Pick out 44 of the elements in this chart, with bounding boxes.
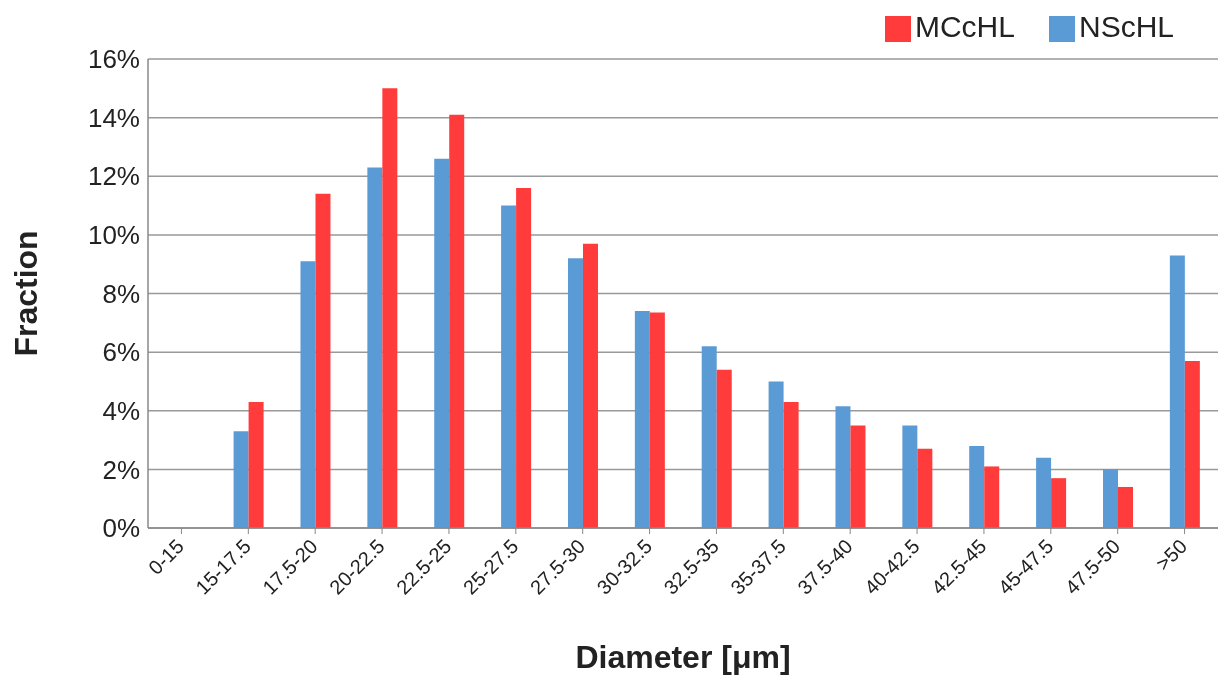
x-tick-label: >50 (1151, 535, 1192, 575)
bar (783, 401, 799, 528)
y-axis-title: Fraction (8, 230, 45, 357)
bar (449, 114, 465, 528)
bar (835, 406, 851, 528)
bar (382, 88, 398, 528)
bar (634, 311, 650, 528)
bar (768, 381, 784, 528)
y-tick-label: 0% (102, 513, 140, 544)
legend-label: NScHL (1078, 10, 1174, 43)
y-tick-label: 12% (87, 161, 140, 192)
y-tick-label: 2% (102, 454, 140, 485)
y-tick-label: 16% (87, 44, 140, 75)
bar (367, 167, 383, 528)
bar (434, 158, 450, 528)
x-axis-title: Diameter [μm] (575, 639, 791, 675)
y-tick-label: 14% (87, 102, 140, 133)
bar (516, 187, 532, 528)
y-tick-label: 4% (102, 395, 140, 426)
bar (984, 466, 1000, 528)
legend-label: MCcHL (914, 10, 1015, 43)
bar (315, 193, 331, 528)
bar (233, 431, 249, 528)
bar (902, 425, 918, 528)
bar (1169, 255, 1185, 528)
bar (917, 448, 933, 528)
bar (850, 425, 866, 528)
bar (1036, 457, 1052, 528)
bar (1117, 486, 1133, 528)
bar (701, 346, 717, 528)
bar (1051, 478, 1067, 528)
bar (969, 445, 985, 528)
y-tick-label: 8% (102, 278, 140, 309)
bar (501, 205, 517, 528)
bar (716, 369, 732, 528)
y-tick-label: 10% (87, 220, 140, 251)
bar (300, 261, 316, 528)
bar (248, 401, 264, 528)
bar (649, 312, 665, 528)
bar (582, 243, 598, 528)
bar (567, 258, 583, 528)
bar (1184, 360, 1200, 528)
y-tick-label: 6% (102, 337, 140, 368)
bar (1102, 469, 1118, 528)
